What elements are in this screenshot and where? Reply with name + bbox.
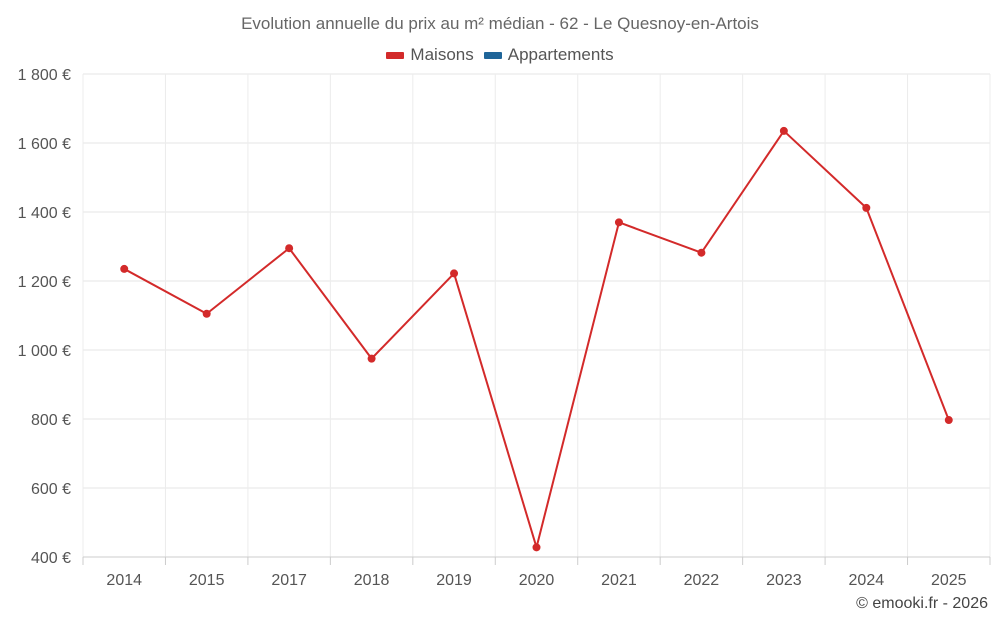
legend-swatch-maisons: [386, 51, 405, 59]
legend: Maisons Appartements: [0, 45, 1000, 65]
y-tick-label: 1 400 €: [18, 205, 71, 222]
data-point-maisons: [202, 309, 211, 318]
x-tick-label: 2025: [931, 572, 967, 589]
y-tick-label: 1 600 €: [18, 136, 71, 153]
x-tick-label: 2021: [601, 572, 637, 589]
y-tick-label: 400 €: [31, 550, 71, 567]
y-tick-label: 600 €: [31, 481, 71, 498]
legend-item-maisons[interactable]: Maisons: [386, 45, 474, 65]
data-point-maisons: [779, 126, 788, 135]
legend-swatch-appartements: [483, 51, 502, 59]
legend-item-appartements[interactable]: Appartements: [483, 45, 614, 65]
legend-label-maisons: Maisons: [410, 45, 474, 64]
data-point-maisons: [450, 269, 459, 278]
credit: © emooki.fr - 2026: [856, 595, 988, 612]
y-tick-label: 800 €: [31, 412, 71, 429]
data-point-maisons: [367, 354, 376, 363]
x-tick-label: 2022: [684, 572, 720, 589]
x-tick-label: 2023: [766, 572, 802, 589]
x-tick-label: 2024: [849, 572, 885, 589]
y-tick-label: 1 800 €: [18, 67, 71, 84]
data-point-maisons: [862, 203, 871, 212]
x-tick-label: 2020: [519, 572, 555, 589]
y-tick-label: 1 000 €: [18, 343, 71, 360]
legend-label-appartements: Appartements: [507, 45, 614, 64]
x-tick-label: 2017: [271, 572, 307, 589]
y-tick-label: 1 200 €: [18, 274, 71, 291]
data-point-maisons: [120, 264, 129, 273]
chart-title: Evolution annuelle du prix au m² médian …: [241, 14, 759, 33]
data-point-maisons: [944, 416, 953, 425]
data-point-maisons: [532, 543, 541, 552]
x-tick-label: 2014: [106, 572, 142, 589]
data-point-maisons: [614, 218, 623, 227]
x-tick-label: 2019: [436, 572, 472, 589]
x-tick-label: 2015: [189, 572, 225, 589]
data-point-maisons: [285, 244, 294, 253]
data-point-maisons: [697, 248, 706, 257]
x-tick-label: 2018: [354, 572, 390, 589]
